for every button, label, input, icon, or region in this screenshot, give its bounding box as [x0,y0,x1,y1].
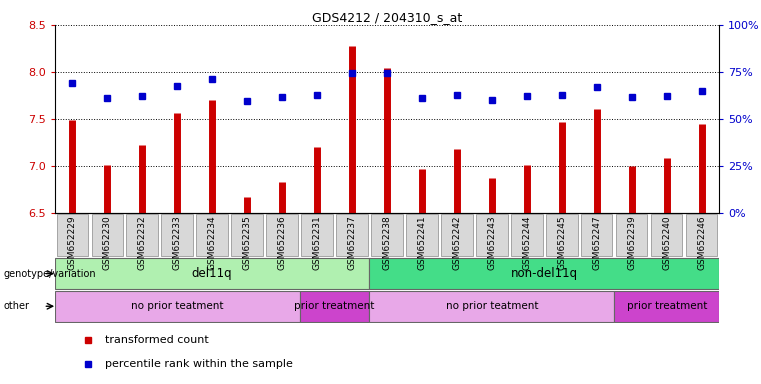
Text: GSM652247: GSM652247 [592,215,601,270]
FancyBboxPatch shape [55,258,370,289]
FancyBboxPatch shape [406,214,438,257]
Text: non-del11q: non-del11q [511,267,578,280]
Text: GSM652238: GSM652238 [383,215,391,270]
Text: GSM652244: GSM652244 [522,215,531,270]
Text: prior treatment: prior treatment [626,301,707,311]
FancyBboxPatch shape [126,214,158,257]
FancyBboxPatch shape [370,258,719,289]
Text: no prior teatment: no prior teatment [446,301,538,311]
FancyBboxPatch shape [371,214,403,257]
Title: GDS4212 / 204310_s_at: GDS4212 / 204310_s_at [312,11,462,24]
FancyBboxPatch shape [616,214,648,257]
Text: GSM652233: GSM652233 [173,215,182,270]
FancyBboxPatch shape [300,291,370,322]
Text: transformed count: transformed count [104,335,209,345]
Text: GSM652236: GSM652236 [278,215,287,270]
Text: GSM652230: GSM652230 [103,215,112,270]
Text: del11q: del11q [192,267,232,280]
Text: GSM652241: GSM652241 [418,215,426,270]
Text: no prior teatment: no prior teatment [131,301,224,311]
FancyBboxPatch shape [231,214,263,257]
FancyBboxPatch shape [91,214,123,257]
FancyBboxPatch shape [511,214,543,257]
Text: percentile rank within the sample: percentile rank within the sample [104,359,292,369]
FancyBboxPatch shape [476,214,508,257]
FancyBboxPatch shape [56,214,88,257]
Text: GSM652232: GSM652232 [138,215,147,270]
FancyBboxPatch shape [546,214,578,257]
Text: GSM652239: GSM652239 [627,215,636,270]
Text: GSM652235: GSM652235 [243,215,252,270]
Text: GSM652246: GSM652246 [697,215,706,270]
Text: GSM652243: GSM652243 [487,215,496,270]
Text: GSM652240: GSM652240 [662,215,671,270]
Text: GSM652245: GSM652245 [557,215,566,270]
Text: GSM652242: GSM652242 [452,215,461,270]
FancyBboxPatch shape [266,214,298,257]
FancyBboxPatch shape [196,214,228,257]
FancyBboxPatch shape [441,214,473,257]
FancyBboxPatch shape [370,291,614,322]
FancyBboxPatch shape [161,214,193,257]
Text: GSM652234: GSM652234 [208,215,217,270]
Text: GSM652229: GSM652229 [68,215,77,270]
Text: GSM652237: GSM652237 [348,215,356,270]
Text: prior treatment: prior treatment [295,301,374,311]
Text: genotype/variation: genotype/variation [4,268,97,279]
Text: other: other [4,301,30,311]
FancyBboxPatch shape [301,214,333,257]
FancyBboxPatch shape [336,214,368,257]
FancyBboxPatch shape [55,291,300,322]
FancyBboxPatch shape [614,291,719,322]
Text: GSM652231: GSM652231 [313,215,322,270]
FancyBboxPatch shape [686,214,718,257]
FancyBboxPatch shape [581,214,613,257]
FancyBboxPatch shape [651,214,683,257]
